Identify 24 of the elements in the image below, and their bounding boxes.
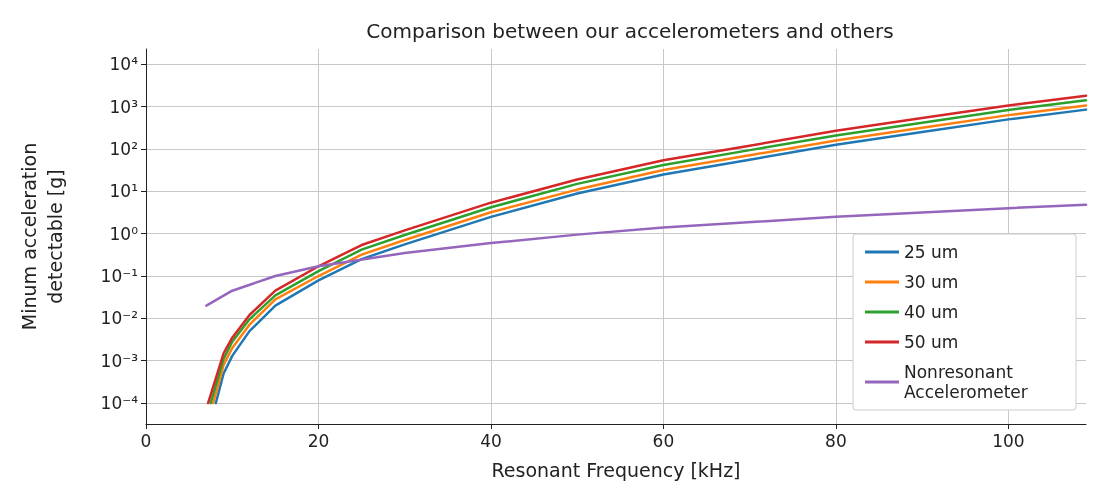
y-tick-label: 10⁻³ (100, 350, 138, 371)
y-tick-label: 10⁻² (100, 308, 138, 329)
y-tick-label: 10⁻¹ (100, 266, 138, 287)
chart-title: Comparison between our accelerometers and others (366, 19, 894, 43)
x-tick-label: 40 (480, 430, 502, 451)
y-tick-label: 10⁴ (109, 54, 139, 75)
y-tick-label: 10¹ (109, 181, 138, 202)
y-tick-label: 10² (109, 139, 138, 159)
x-tick-label: 0 (140, 430, 152, 451)
legend-label: 50 um (904, 332, 959, 352)
x-axis-title: Resonant Frequency [kHz] (491, 458, 741, 481)
legend-label: 40 um (904, 302, 959, 322)
x-tick-label: 60 (652, 430, 675, 451)
legend-label: 25 um (904, 242, 959, 262)
legend-label: 30 um (904, 272, 959, 292)
x-tick-label: 80 (825, 430, 847, 451)
y-tick-label: 10⁻⁴ (100, 393, 139, 414)
y-axis-title: Minum acceleration detectable [g] (18, 142, 66, 331)
y-tick-label: 10⁰ (109, 223, 139, 244)
line-series (205, 203, 1088, 307)
x-tick-label: 20 (307, 430, 330, 451)
legend-label: Nonresonant Accelerometer (904, 362, 1028, 402)
x-tick-label: 100 (992, 430, 1025, 451)
y-tick-label: 10³ (109, 96, 138, 117)
